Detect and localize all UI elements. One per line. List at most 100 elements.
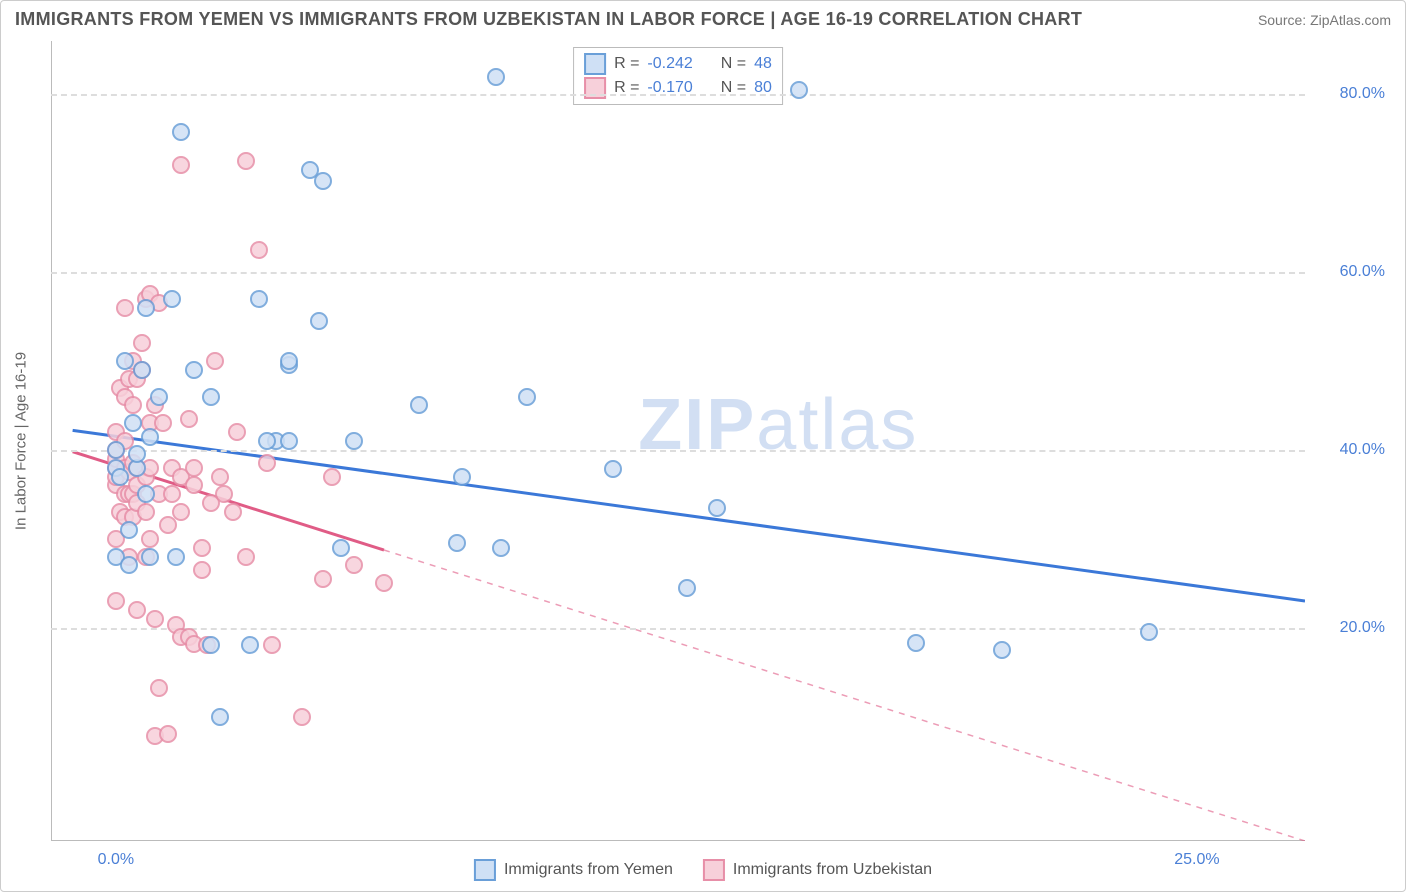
scatter-point-uzbek — [172, 503, 190, 521]
scatter-point-uzbek — [345, 556, 363, 574]
scatter-point-yemen — [518, 388, 536, 406]
scatter-point-yemen — [120, 521, 138, 539]
footer-legend: Immigrants from Yemen Immigrants from Uz… — [474, 859, 932, 881]
scatter-point-uzbek — [159, 725, 177, 743]
y-tick-label: 20.0% — [1315, 619, 1385, 637]
scatter-point-uzbek — [323, 468, 341, 486]
scatter-point-yemen — [167, 548, 185, 566]
scatter-point-uzbek — [180, 410, 198, 428]
scatter-point-uzbek — [224, 503, 242, 521]
scatter-point-uzbek — [375, 574, 393, 592]
scatter-point-uzbek — [228, 423, 246, 441]
footer-item-uzbek: Immigrants from Uzbekistan — [703, 859, 932, 881]
scatter-point-uzbek — [211, 468, 229, 486]
scatter-point-yemen — [163, 290, 181, 308]
scatter-point-yemen — [128, 445, 146, 463]
plot-area: In Labor Force | Age 16-19 ZIPatlas R = … — [51, 41, 1305, 841]
scatter-point-yemen — [202, 388, 220, 406]
legend-r-label-uzbek: R = — [614, 76, 639, 100]
scatter-point-yemen — [708, 499, 726, 517]
grid-line — [51, 628, 1305, 630]
scatter-point-uzbek — [206, 352, 224, 370]
scatter-point-uzbek — [107, 592, 125, 610]
watermark-atlas: atlas — [756, 385, 918, 465]
scatter-point-yemen — [250, 290, 268, 308]
scatter-point-yemen — [258, 432, 276, 450]
legend-row-uzbek: R = -0.170 N = 80 — [584, 76, 772, 100]
scatter-point-uzbek — [146, 610, 164, 628]
scatter-point-yemen — [1140, 623, 1158, 641]
footer-item-yemen: Immigrants from Yemen — [474, 859, 673, 881]
scatter-point-yemen — [790, 81, 808, 99]
scatter-point-yemen — [124, 414, 142, 432]
y-axis-title: In Labor Force | Age 16-19 — [13, 352, 30, 530]
scatter-point-uzbek — [172, 156, 190, 174]
scatter-point-yemen — [107, 441, 125, 459]
footer-label-uzbek: Immigrants from Uzbekistan — [733, 861, 932, 879]
scatter-point-uzbek — [293, 708, 311, 726]
y-tick-label: 80.0% — [1315, 85, 1385, 103]
scatter-point-yemen — [141, 548, 159, 566]
chart-container: IMMIGRANTS FROM YEMEN VS IMMIGRANTS FROM… — [0, 0, 1406, 892]
x-tick-label: 25.0% — [1174, 851, 1219, 869]
scatter-point-uzbek — [193, 561, 211, 579]
scatter-point-yemen — [202, 636, 220, 654]
legend-r-value-uzbek: -0.170 — [647, 76, 692, 100]
scatter-point-yemen — [678, 579, 696, 597]
scatter-point-uzbek — [258, 454, 276, 472]
scatter-point-uzbek — [237, 548, 255, 566]
scatter-point-yemen — [172, 123, 190, 141]
scatter-point-yemen — [487, 68, 505, 86]
footer-label-yemen: Immigrants from Yemen — [504, 861, 673, 879]
legend-n-label-uzbek: N = — [721, 76, 746, 100]
scatter-point-yemen — [280, 352, 298, 370]
scatter-point-yemen — [492, 539, 510, 557]
scatter-point-yemen — [993, 641, 1011, 659]
scatter-point-yemen — [116, 352, 134, 370]
watermark: ZIPatlas — [638, 384, 918, 466]
y-axis-line — [51, 41, 52, 841]
scatter-point-yemen — [111, 468, 129, 486]
legend-n-value-uzbek: 80 — [754, 76, 772, 100]
watermark-zip: ZIP — [638, 385, 756, 465]
scatter-point-yemen — [137, 299, 155, 317]
grid-line — [51, 272, 1305, 274]
legend-r-value-yemen: -0.242 — [647, 52, 692, 76]
legend-row-yemen: R = -0.242 N = 48 — [584, 52, 772, 76]
scatter-point-uzbek — [215, 485, 233, 503]
header: IMMIGRANTS FROM YEMEN VS IMMIGRANTS FROM… — [1, 1, 1405, 34]
scatter-point-uzbek — [263, 636, 281, 654]
scatter-point-uzbek — [159, 516, 177, 534]
scatter-point-yemen — [604, 460, 622, 478]
y-tick-label: 40.0% — [1315, 441, 1385, 459]
scatter-point-yemen — [314, 172, 332, 190]
scatter-point-yemen — [453, 468, 471, 486]
scatter-point-uzbek — [128, 601, 146, 619]
legend-r-label-yemen: R = — [614, 52, 639, 76]
footer-swatch-yemen — [474, 859, 496, 881]
scatter-point-yemen — [332, 539, 350, 557]
scatter-point-uzbek — [314, 570, 332, 588]
scatter-point-uzbek — [133, 334, 151, 352]
scatter-point-yemen — [137, 485, 155, 503]
scatter-point-uzbek — [124, 396, 142, 414]
scatter-point-yemen — [310, 312, 328, 330]
scatter-point-yemen — [241, 636, 259, 654]
scatter-point-uzbek — [163, 485, 181, 503]
scatter-point-uzbek — [137, 503, 155, 521]
scatter-point-uzbek — [141, 530, 159, 548]
scatter-point-yemen — [448, 534, 466, 552]
scatter-point-uzbek — [237, 152, 255, 170]
scatter-point-uzbek — [250, 241, 268, 259]
x-tick-label: 0.0% — [98, 851, 134, 869]
footer-swatch-uzbek — [703, 859, 725, 881]
scatter-point-uzbek — [150, 679, 168, 697]
scatter-point-yemen — [141, 428, 159, 446]
scatter-point-yemen — [120, 556, 138, 574]
legend-n-label-yemen: N = — [721, 52, 746, 76]
scatter-point-yemen — [280, 432, 298, 450]
scatter-point-yemen — [150, 388, 168, 406]
scatter-point-yemen — [410, 396, 428, 414]
grid-line — [51, 94, 1305, 96]
trend-line-dashed-uzbek — [384, 550, 1305, 841]
